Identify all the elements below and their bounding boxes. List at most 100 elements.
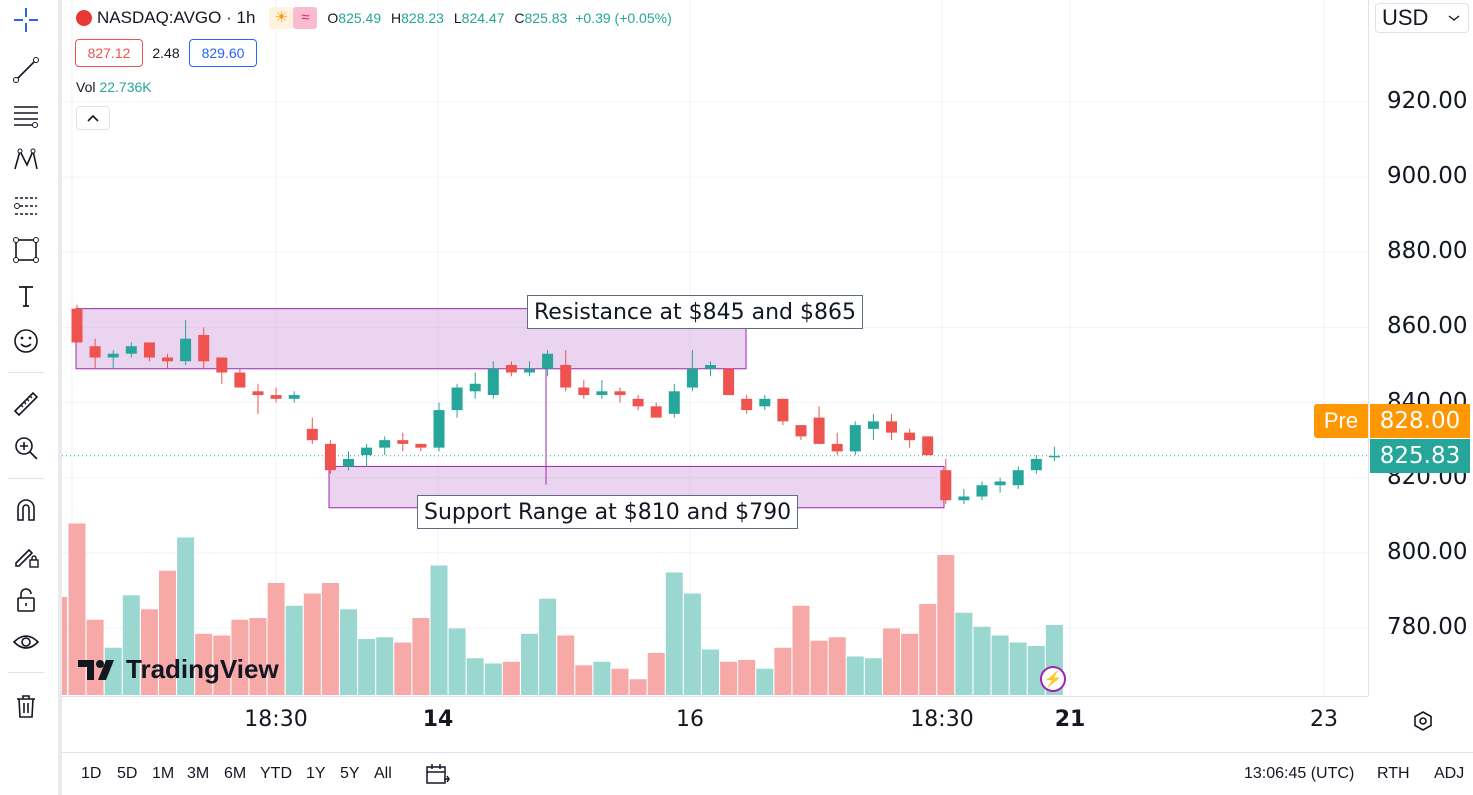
- price-tick: 780.00: [1387, 614, 1468, 640]
- volume-bar: [68, 523, 86, 695]
- range-button-3m[interactable]: 3M: [187, 765, 210, 782]
- emoji-icon[interactable]: [6, 323, 46, 359]
- bid-button[interactable]: 827.12: [75, 39, 143, 67]
- candle-body: [723, 368, 735, 396]
- price-axis[interactable]: USD 920.00 900.00 880.00 860.00 840.00 820.00…: [1368, 0, 1473, 696]
- volume-bar: [521, 633, 538, 695]
- drawing-toolbar: [0, 0, 56, 795]
- range-button-ytd[interactable]: YTD: [260, 765, 292, 782]
- lock-icon[interactable]: [6, 582, 46, 618]
- range-button-1d[interactable]: 1D: [81, 765, 102, 782]
- time-axis[interactable]: 18:30 14 16 18:30 21 23: [62, 696, 1368, 744]
- volume-bar: [720, 661, 738, 695]
- candle-body: [343, 458, 354, 467]
- tradingview-logo-icon: [78, 659, 114, 680]
- pre-market-label: Pre: [1314, 404, 1368, 438]
- toolbar-border: [58, 0, 62, 795]
- magnet-icon[interactable]: [6, 492, 46, 528]
- crosshair-icon[interactable]: [6, 2, 46, 38]
- volume-bar: [267, 583, 285, 695]
- candle-body: [614, 391, 626, 396]
- range-button-all[interactable]: All: [374, 765, 392, 782]
- text-icon[interactable]: [6, 278, 46, 314]
- volume-bar: [593, 661, 611, 695]
- chart-plot-area[interactable]: [62, 0, 1368, 696]
- candle-body: [632, 398, 644, 407]
- volume-bar: [702, 649, 719, 695]
- candle-body: [795, 425, 807, 437]
- trash-icon[interactable]: [6, 688, 46, 724]
- close-value: 825.83: [524, 10, 568, 26]
- volume-bar: [321, 583, 339, 695]
- clock[interactable]: 13:06:45 (UTC): [1244, 765, 1355, 782]
- volume-bar: [810, 640, 828, 695]
- collapse-legend-button[interactable]: [76, 106, 110, 130]
- settings-icon[interactable]: [1410, 708, 1436, 734]
- currency-selector[interactable]: USD: [1375, 3, 1469, 33]
- candle-body: [487, 368, 499, 396]
- close-label: C: [514, 10, 525, 26]
- candle-body: [198, 334, 210, 362]
- candle-body: [994, 481, 1006, 486]
- flash-icon[interactable]: ⚡: [1040, 666, 1066, 692]
- volume-bar: [231, 619, 249, 695]
- range-button-5y[interactable]: 5Y: [340, 765, 360, 782]
- volume-bar: [1009, 642, 1027, 695]
- candle-body: [940, 470, 952, 501]
- adj-toggle[interactable]: ADJ: [1434, 765, 1465, 782]
- range-button-6m[interactable]: 6M: [224, 765, 247, 782]
- range-button-5d[interactable]: 5D: [117, 765, 138, 782]
- volume-bar: [62, 597, 67, 695]
- volume-bar: [195, 633, 213, 695]
- range-button-1m[interactable]: 1M: [152, 765, 175, 782]
- candle-body: [904, 432, 916, 441]
- rth-toggle[interactable]: RTH: [1377, 765, 1410, 782]
- candle-body: [180, 338, 192, 362]
- symbol-name[interactable]: NASDAQ:AVGO · 1h: [97, 8, 256, 27]
- weather-sun-icon: ☀: [269, 7, 294, 29]
- candle-body: [234, 372, 246, 388]
- currency-label: USD: [1382, 5, 1429, 30]
- candle-body: [686, 368, 698, 388]
- pattern-icon[interactable]: [6, 142, 46, 178]
- forecast-icon[interactable]: [6, 188, 46, 224]
- volume-bar: [557, 635, 575, 695]
- range-button-1y[interactable]: 1Y: [306, 765, 326, 782]
- candle-body: [89, 346, 101, 358]
- trend-line-icon[interactable]: [6, 52, 46, 88]
- candle-body: [216, 357, 228, 373]
- candle-body: [451, 387, 463, 411]
- lock-drawings-icon[interactable]: [6, 538, 46, 574]
- ruler-icon[interactable]: [6, 386, 46, 422]
- toolbar-divider: [8, 672, 44, 673]
- volume-value: 22.736K: [99, 79, 152, 95]
- candle-body: [469, 383, 481, 392]
- date-range-icon[interactable]: [424, 762, 450, 791]
- volume-bar: [901, 633, 919, 695]
- pre-market-price: 828.00: [1370, 404, 1470, 438]
- resistance-note[interactable]: Resistance at $845 and $865: [527, 295, 863, 329]
- candle-body: [886, 421, 897, 433]
- candle-body: [976, 485, 988, 497]
- candle-body: [542, 353, 554, 369]
- candle-body: [324, 443, 336, 471]
- eye-icon[interactable]: [6, 624, 46, 660]
- ask-button[interactable]: 829.60: [189, 39, 257, 67]
- rectangle-icon[interactable]: [6, 232, 46, 268]
- zoom-in-icon[interactable]: [6, 430, 46, 466]
- candle-body: [958, 496, 970, 501]
- candle-body: [361, 447, 373, 456]
- fib-retracement-icon[interactable]: [6, 98, 46, 134]
- support-note[interactable]: Support Range at $810 and $790: [417, 495, 799, 529]
- candle-body: [1012, 470, 1024, 486]
- candle-body: [524, 368, 535, 373]
- time-tick: 23: [1310, 707, 1338, 732]
- candle-body: [162, 357, 173, 362]
- candle-body: [813, 417, 825, 444]
- price-chart[interactable]: [62, 0, 1368, 696]
- candle-body: [759, 398, 771, 407]
- volume-bar: [629, 679, 647, 695]
- volume-bar: [502, 661, 520, 695]
- open-value: 825.49: [338, 10, 382, 26]
- time-tick: 21: [1054, 707, 1086, 732]
